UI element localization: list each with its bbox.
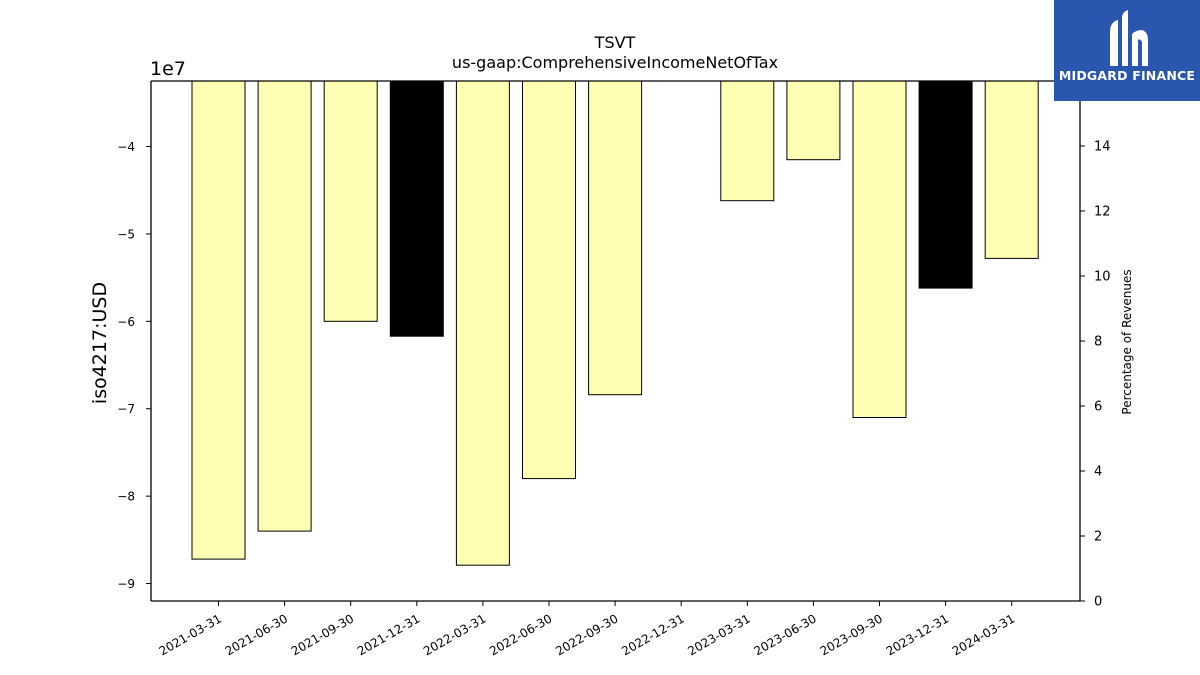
x-tick-label: 2021-12-31 bbox=[355, 611, 422, 658]
y2-tick-label: 10 bbox=[1094, 270, 1111, 285]
y-tick-label: −5 bbox=[117, 227, 135, 241]
x-tick-label: 2021-03-31 bbox=[157, 611, 224, 658]
bar-2024-03-31 bbox=[984, 80, 1039, 259]
y2-tick-label: 4 bbox=[1094, 465, 1102, 480]
y-axis-label: iso4217:USD bbox=[89, 282, 111, 404]
y-tick-label: −4 bbox=[117, 140, 135, 154]
y2-tick-label: 2 bbox=[1094, 530, 1102, 545]
bar-2022-06-30 bbox=[522, 80, 576, 480]
x-tick-label: 2021-09-30 bbox=[289, 611, 356, 658]
x-tick-label: 2024-03-31 bbox=[950, 611, 1017, 658]
logo-mark-icon bbox=[1110, 10, 1148, 66]
y-tick-label: −6 bbox=[117, 315, 135, 329]
x-tick-label: 2022-09-30 bbox=[553, 611, 620, 658]
chart-subtitle: us-gaap:ComprehensiveIncomeNetOfTax bbox=[452, 53, 778, 72]
x-tick-label: 2022-06-30 bbox=[487, 611, 554, 658]
y2-tick-label: 12 bbox=[1094, 205, 1111, 220]
bar-2022-09-30 bbox=[588, 80, 643, 396]
y-tick-label: −9 bbox=[117, 577, 135, 591]
x-tick-label: 2021-06-30 bbox=[223, 611, 290, 658]
x-tick-label: 2022-12-31 bbox=[619, 611, 686, 658]
bar-2023-03-31 bbox=[720, 80, 775, 202]
y2-tick-label: 8 bbox=[1094, 335, 1102, 350]
bar-2023-12-31 bbox=[918, 80, 973, 289]
y2-tick-label: 6 bbox=[1094, 400, 1102, 415]
y-tick-label: −8 bbox=[117, 490, 135, 504]
x-tick-label: 2023-03-31 bbox=[685, 611, 752, 658]
bar-2021-12-31 bbox=[389, 80, 444, 337]
y-tick-label: −7 bbox=[117, 402, 135, 416]
chart-title: TSVT bbox=[594, 33, 636, 52]
brand-logo: MIDGARD FINANCE bbox=[1054, 0, 1200, 101]
bar-2021-06-30 bbox=[257, 80, 312, 532]
bar-2021-09-30 bbox=[323, 80, 378, 322]
y2-tick-label: 14 bbox=[1094, 140, 1111, 155]
y2-axis-label: Percentage of Revenues bbox=[1120, 269, 1134, 414]
bar-2023-09-30 bbox=[852, 80, 907, 418]
x-tick-label: 2022-03-31 bbox=[421, 611, 488, 658]
brand-name: MIDGARD FINANCE bbox=[1058, 68, 1196, 83]
bar-2021-03-31 bbox=[191, 80, 246, 560]
bar-2023-06-30 bbox=[786, 80, 841, 161]
bars-group bbox=[191, 80, 1039, 566]
x-tick-label: 2023-06-30 bbox=[751, 611, 818, 658]
x-tick-label: 2023-09-30 bbox=[818, 611, 885, 658]
y2-tick-label: 0 bbox=[1094, 595, 1102, 610]
x-tick-label: 2023-12-31 bbox=[884, 611, 951, 658]
bar-2022-03-31 bbox=[455, 80, 510, 566]
y-offset-label: 1e7 bbox=[150, 58, 186, 80]
